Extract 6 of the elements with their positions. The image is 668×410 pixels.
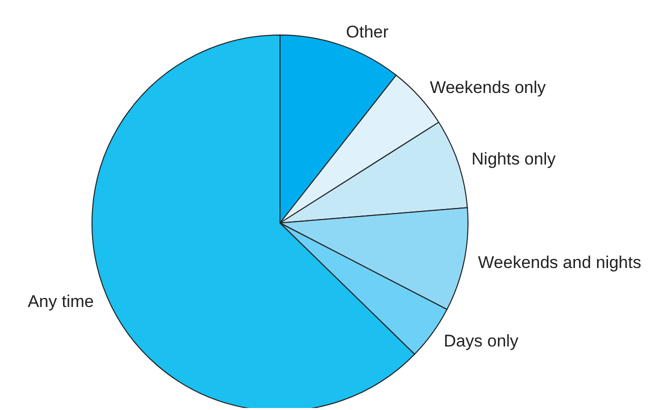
slice-label: Other (346, 22, 389, 42)
slice-label: Weekends only (430, 78, 546, 98)
slice-label: Weekends and nights (478, 253, 642, 272)
slice-label: Days only (444, 332, 519, 351)
slice-label: Nights only (472, 149, 556, 168)
slice-label: Any time (28, 292, 94, 311)
